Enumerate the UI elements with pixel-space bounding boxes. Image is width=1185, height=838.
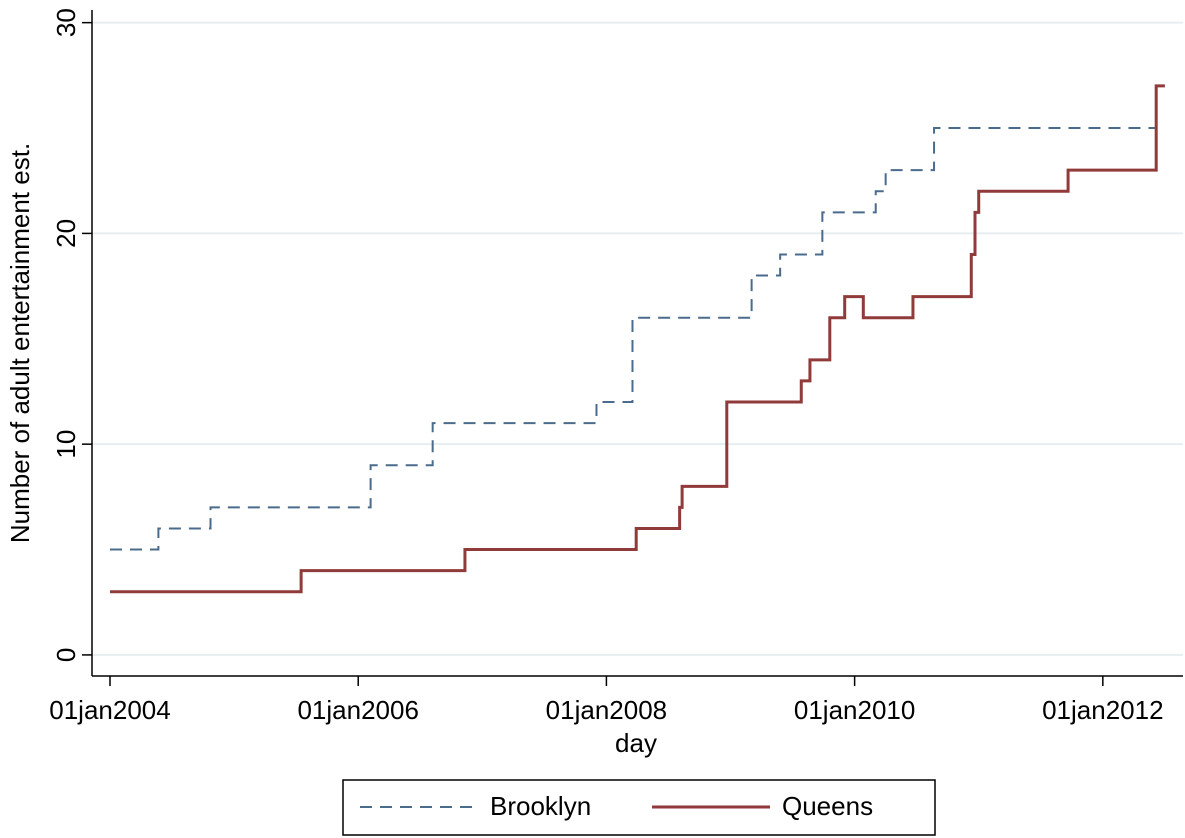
series-line: [109, 84, 1165, 551]
series-line: [109, 84, 1165, 594]
y-tick-label: 20: [51, 219, 81, 248]
x-tick-label: 01jan2012: [1042, 695, 1163, 725]
x-tick-label: 01jan2004: [49, 695, 170, 725]
y-tick-label: 10: [51, 430, 81, 459]
x-tick-label: 01jan2006: [297, 695, 418, 725]
legend-label: Queens: [782, 791, 873, 821]
y-tick-label: 30: [51, 8, 81, 37]
y-axis-title: Number of adult entertainment est.: [5, 143, 35, 543]
x-tick-label: 01jan2008: [546, 695, 667, 725]
legend-label: Brooklyn: [490, 791, 591, 821]
y-tick-label: 0: [51, 648, 81, 662]
x-axis-title: day: [615, 728, 657, 758]
x-tick-label: 01jan2010: [794, 695, 915, 725]
legend-box: [342, 779, 936, 836]
